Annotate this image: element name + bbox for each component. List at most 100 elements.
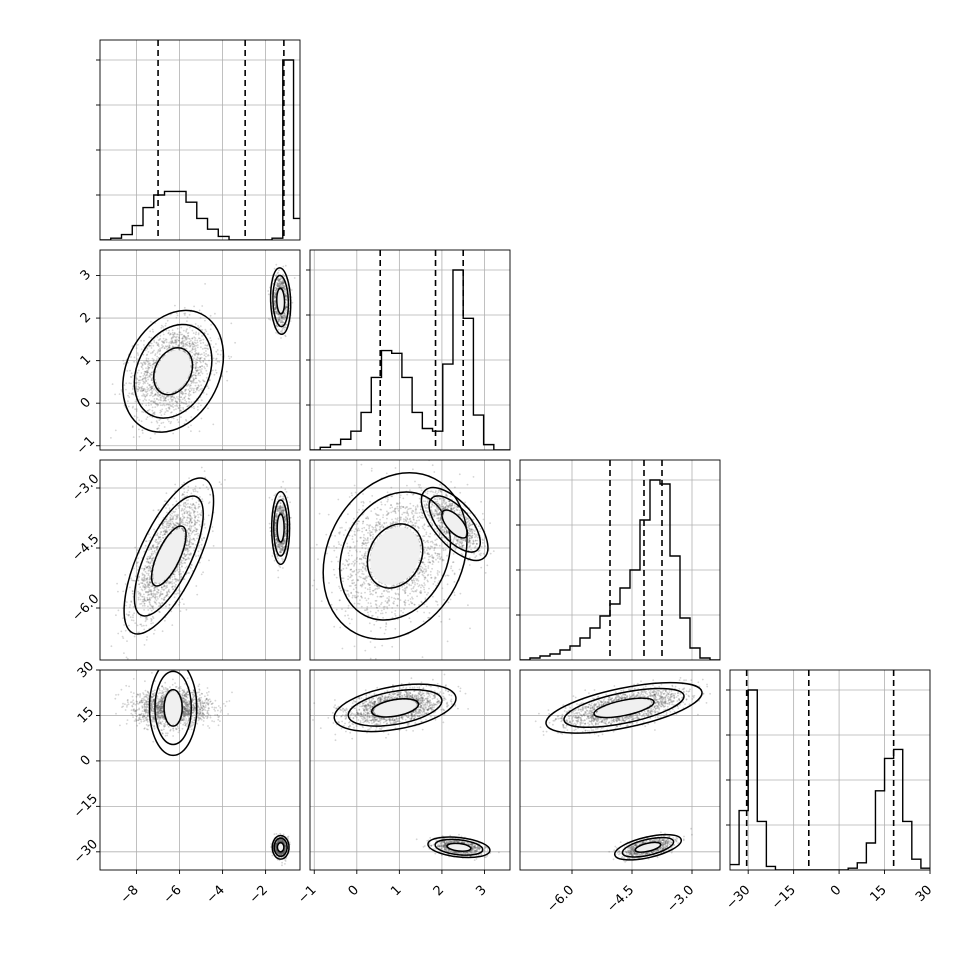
sample-point bbox=[278, 278, 281, 280]
sample-point bbox=[146, 577, 148, 580]
sample-point bbox=[172, 573, 175, 576]
sample-point bbox=[194, 366, 197, 368]
sample-point bbox=[182, 557, 185, 560]
sample-point bbox=[157, 339, 160, 341]
sample-point bbox=[141, 410, 144, 413]
sample-point bbox=[158, 353, 161, 355]
sample-point bbox=[137, 596, 140, 599]
sample-point bbox=[180, 326, 183, 329]
sample-point bbox=[188, 512, 191, 514]
sample-point bbox=[167, 332, 170, 334]
sample-point bbox=[203, 347, 206, 350]
sample-point bbox=[188, 514, 191, 517]
sample-point bbox=[141, 625, 143, 627]
sample-point bbox=[175, 579, 178, 582]
sample-point bbox=[161, 602, 164, 604]
sample-point bbox=[154, 400, 156, 403]
sample-point bbox=[148, 557, 151, 560]
sample-point bbox=[162, 399, 165, 402]
sample-point bbox=[199, 337, 201, 340]
sample-point bbox=[277, 283, 280, 285]
sample-point bbox=[131, 590, 134, 592]
sample-point bbox=[191, 351, 193, 354]
sample-point bbox=[194, 523, 197, 526]
sample-point bbox=[285, 491, 288, 493]
sample-point bbox=[150, 622, 153, 625]
sample-point bbox=[167, 522, 170, 525]
sample-point bbox=[197, 554, 200, 557]
sample-point bbox=[148, 589, 151, 591]
sample-point bbox=[187, 397, 190, 400]
sample-point bbox=[174, 336, 176, 338]
sample-point bbox=[187, 393, 190, 396]
sample-point bbox=[181, 565, 183, 568]
sample-point bbox=[191, 375, 193, 377]
sample-point bbox=[152, 559, 155, 562]
sample-point bbox=[155, 552, 157, 554]
sample-point bbox=[185, 510, 188, 512]
sample-point bbox=[189, 503, 192, 506]
sample-point bbox=[142, 584, 145, 587]
sample-point bbox=[184, 555, 186, 558]
sample-point bbox=[141, 363, 144, 366]
sample-point bbox=[162, 333, 165, 336]
sample-point bbox=[156, 403, 158, 406]
sample-point bbox=[167, 526, 170, 529]
sample-point bbox=[185, 547, 188, 550]
sample-point bbox=[274, 283, 277, 286]
sample-point bbox=[149, 566, 152, 568]
sample-point bbox=[138, 379, 141, 382]
sample-point bbox=[199, 487, 201, 489]
sample-point bbox=[274, 308, 277, 311]
sample-point bbox=[283, 287, 286, 289]
sample-point bbox=[117, 632, 120, 635]
sample-point bbox=[165, 341, 168, 344]
sample-point bbox=[147, 357, 150, 360]
sample-point bbox=[169, 516, 172, 519]
sample-point bbox=[177, 522, 179, 525]
sample-point bbox=[147, 368, 150, 371]
sample-point bbox=[135, 410, 138, 412]
sample-point bbox=[267, 293, 270, 296]
sample-point bbox=[193, 341, 196, 344]
sample-point bbox=[196, 521, 198, 524]
sample-point bbox=[140, 390, 142, 393]
sample-point bbox=[160, 593, 163, 596]
sample-point bbox=[182, 556, 185, 559]
sample-point bbox=[280, 321, 282, 324]
sample-point bbox=[151, 387, 154, 390]
sample-point bbox=[170, 515, 173, 517]
sample-point bbox=[163, 500, 166, 502]
sample-point bbox=[184, 314, 186, 316]
sample-point bbox=[170, 411, 172, 414]
sample-point bbox=[157, 387, 160, 390]
sample-point bbox=[127, 614, 130, 617]
sample-point bbox=[138, 428, 140, 431]
sample-point bbox=[165, 399, 167, 402]
sample-point bbox=[276, 281, 278, 284]
sample-point bbox=[145, 394, 148, 396]
sample-point bbox=[181, 559, 184, 562]
sample-point bbox=[185, 419, 188, 422]
sample-point bbox=[198, 326, 201, 329]
sample-point bbox=[173, 573, 176, 576]
sample-point bbox=[116, 582, 118, 585]
sample-point bbox=[284, 315, 287, 317]
sample-point bbox=[195, 387, 198, 390]
sample-point bbox=[150, 590, 153, 593]
sample-point bbox=[152, 400, 154, 402]
sample-point bbox=[155, 384, 158, 386]
sample-point bbox=[280, 316, 283, 318]
sample-point bbox=[176, 327, 179, 330]
sample-point bbox=[191, 337, 194, 340]
sample-point bbox=[206, 347, 209, 350]
sample-point bbox=[190, 384, 192, 387]
sample-point bbox=[142, 600, 145, 603]
sample-point bbox=[173, 575, 176, 578]
sample-point bbox=[278, 505, 281, 508]
y-tick-label: 2 bbox=[78, 310, 94, 326]
sample-point bbox=[130, 392, 133, 395]
sample-point bbox=[202, 391, 205, 394]
y-tick-label: 3 bbox=[78, 267, 94, 283]
sample-point bbox=[186, 550, 189, 553]
